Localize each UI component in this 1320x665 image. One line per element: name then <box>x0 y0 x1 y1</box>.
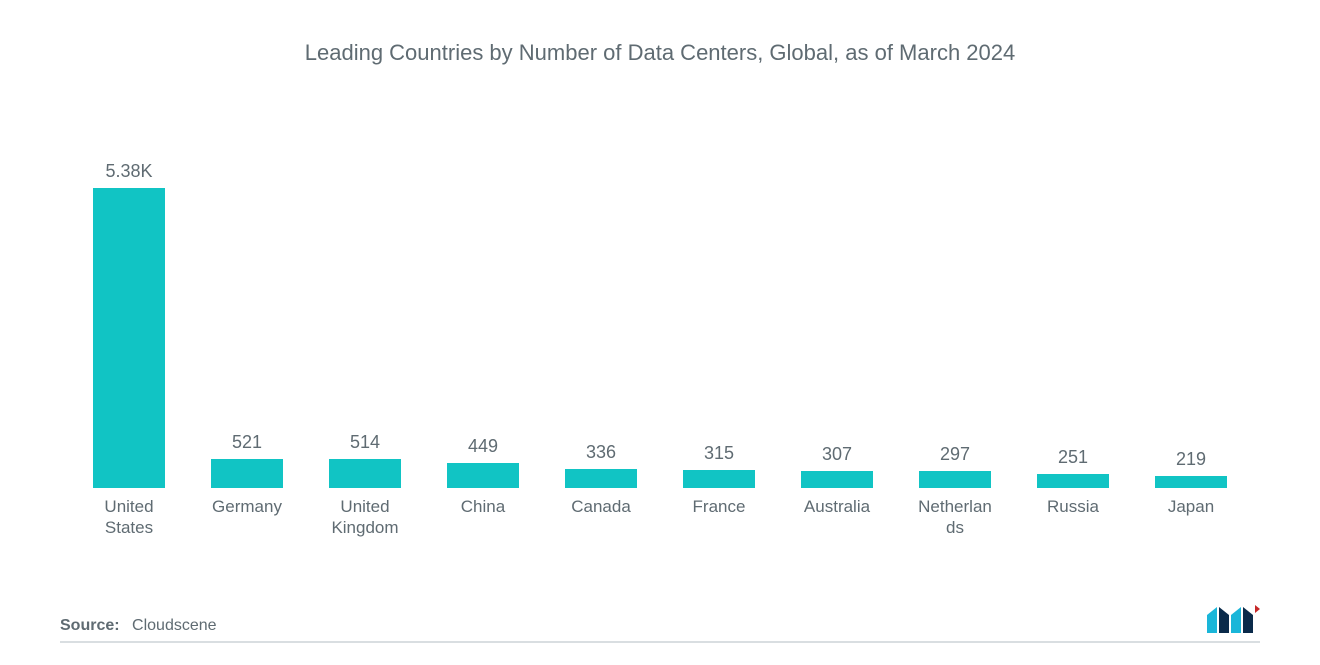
bar-group: 307 Australia <box>784 444 890 546</box>
chart-title: Leading Countries by Number of Data Cent… <box>60 40 1260 66</box>
bar-value-label: 521 <box>232 432 262 453</box>
bar-group: 315 France <box>666 443 772 546</box>
bar-group: 521 Germany <box>194 432 300 546</box>
bar-category-label: Netherlands <box>918 496 992 546</box>
bar-category-label: Japan <box>1168 496 1214 546</box>
bar-value-label: 5.38K <box>105 161 152 182</box>
bar-category-label: UnitedKingdom <box>331 496 398 546</box>
bar-value-label: 297 <box>940 444 970 465</box>
bar-category-label: Germany <box>212 496 282 546</box>
bar-category-label: Russia <box>1047 496 1099 546</box>
bar <box>329 459 401 488</box>
bar <box>683 470 755 488</box>
bar-value-label: 219 <box>1176 449 1206 470</box>
chart-container: Leading Countries by Number of Data Cent… <box>0 0 1320 665</box>
bar <box>1155 476 1227 488</box>
source-label: Source: <box>60 617 120 634</box>
bar-category-label: China <box>461 496 505 546</box>
bar <box>1037 474 1109 488</box>
bar-group: 297 Netherlands <box>902 444 1008 546</box>
chart-footer: Source: Cloudscene <box>60 605 1260 643</box>
bar-category-label: Canada <box>571 496 631 546</box>
bar <box>919 471 991 488</box>
bar <box>93 188 165 488</box>
bar <box>801 471 873 488</box>
bar-value-label: 514 <box>350 432 380 453</box>
source-line: Source: Cloudscene <box>60 617 217 635</box>
bar-category-label: France <box>693 496 746 546</box>
bar-group: 251 Russia <box>1020 447 1126 546</box>
bar-category-label: UnitedStates <box>104 496 153 546</box>
bar <box>211 459 283 488</box>
bar-group: 514 UnitedKingdom <box>312 432 418 546</box>
bar-group: 336 Canada <box>548 442 654 546</box>
bar-value-label: 307 <box>822 444 852 465</box>
bar-value-label: 449 <box>468 436 498 457</box>
bar-value-label: 251 <box>1058 447 1088 468</box>
bar-category-label: Australia <box>804 496 870 546</box>
bar-group: 5.38K UnitedStates <box>76 161 182 546</box>
brand-logo <box>1205 605 1260 635</box>
chart-plot-area: 5.38K UnitedStates 521 Germany 514 UnitedKing… <box>60 116 1260 546</box>
bar-group: 449 China <box>430 436 536 546</box>
bar-value-label: 315 <box>704 443 734 464</box>
bar <box>565 469 637 488</box>
bar-group: 219 Japan <box>1138 449 1244 546</box>
bar-value-label: 336 <box>586 442 616 463</box>
bar <box>447 463 519 488</box>
source-value: Cloudscene <box>132 617 217 634</box>
